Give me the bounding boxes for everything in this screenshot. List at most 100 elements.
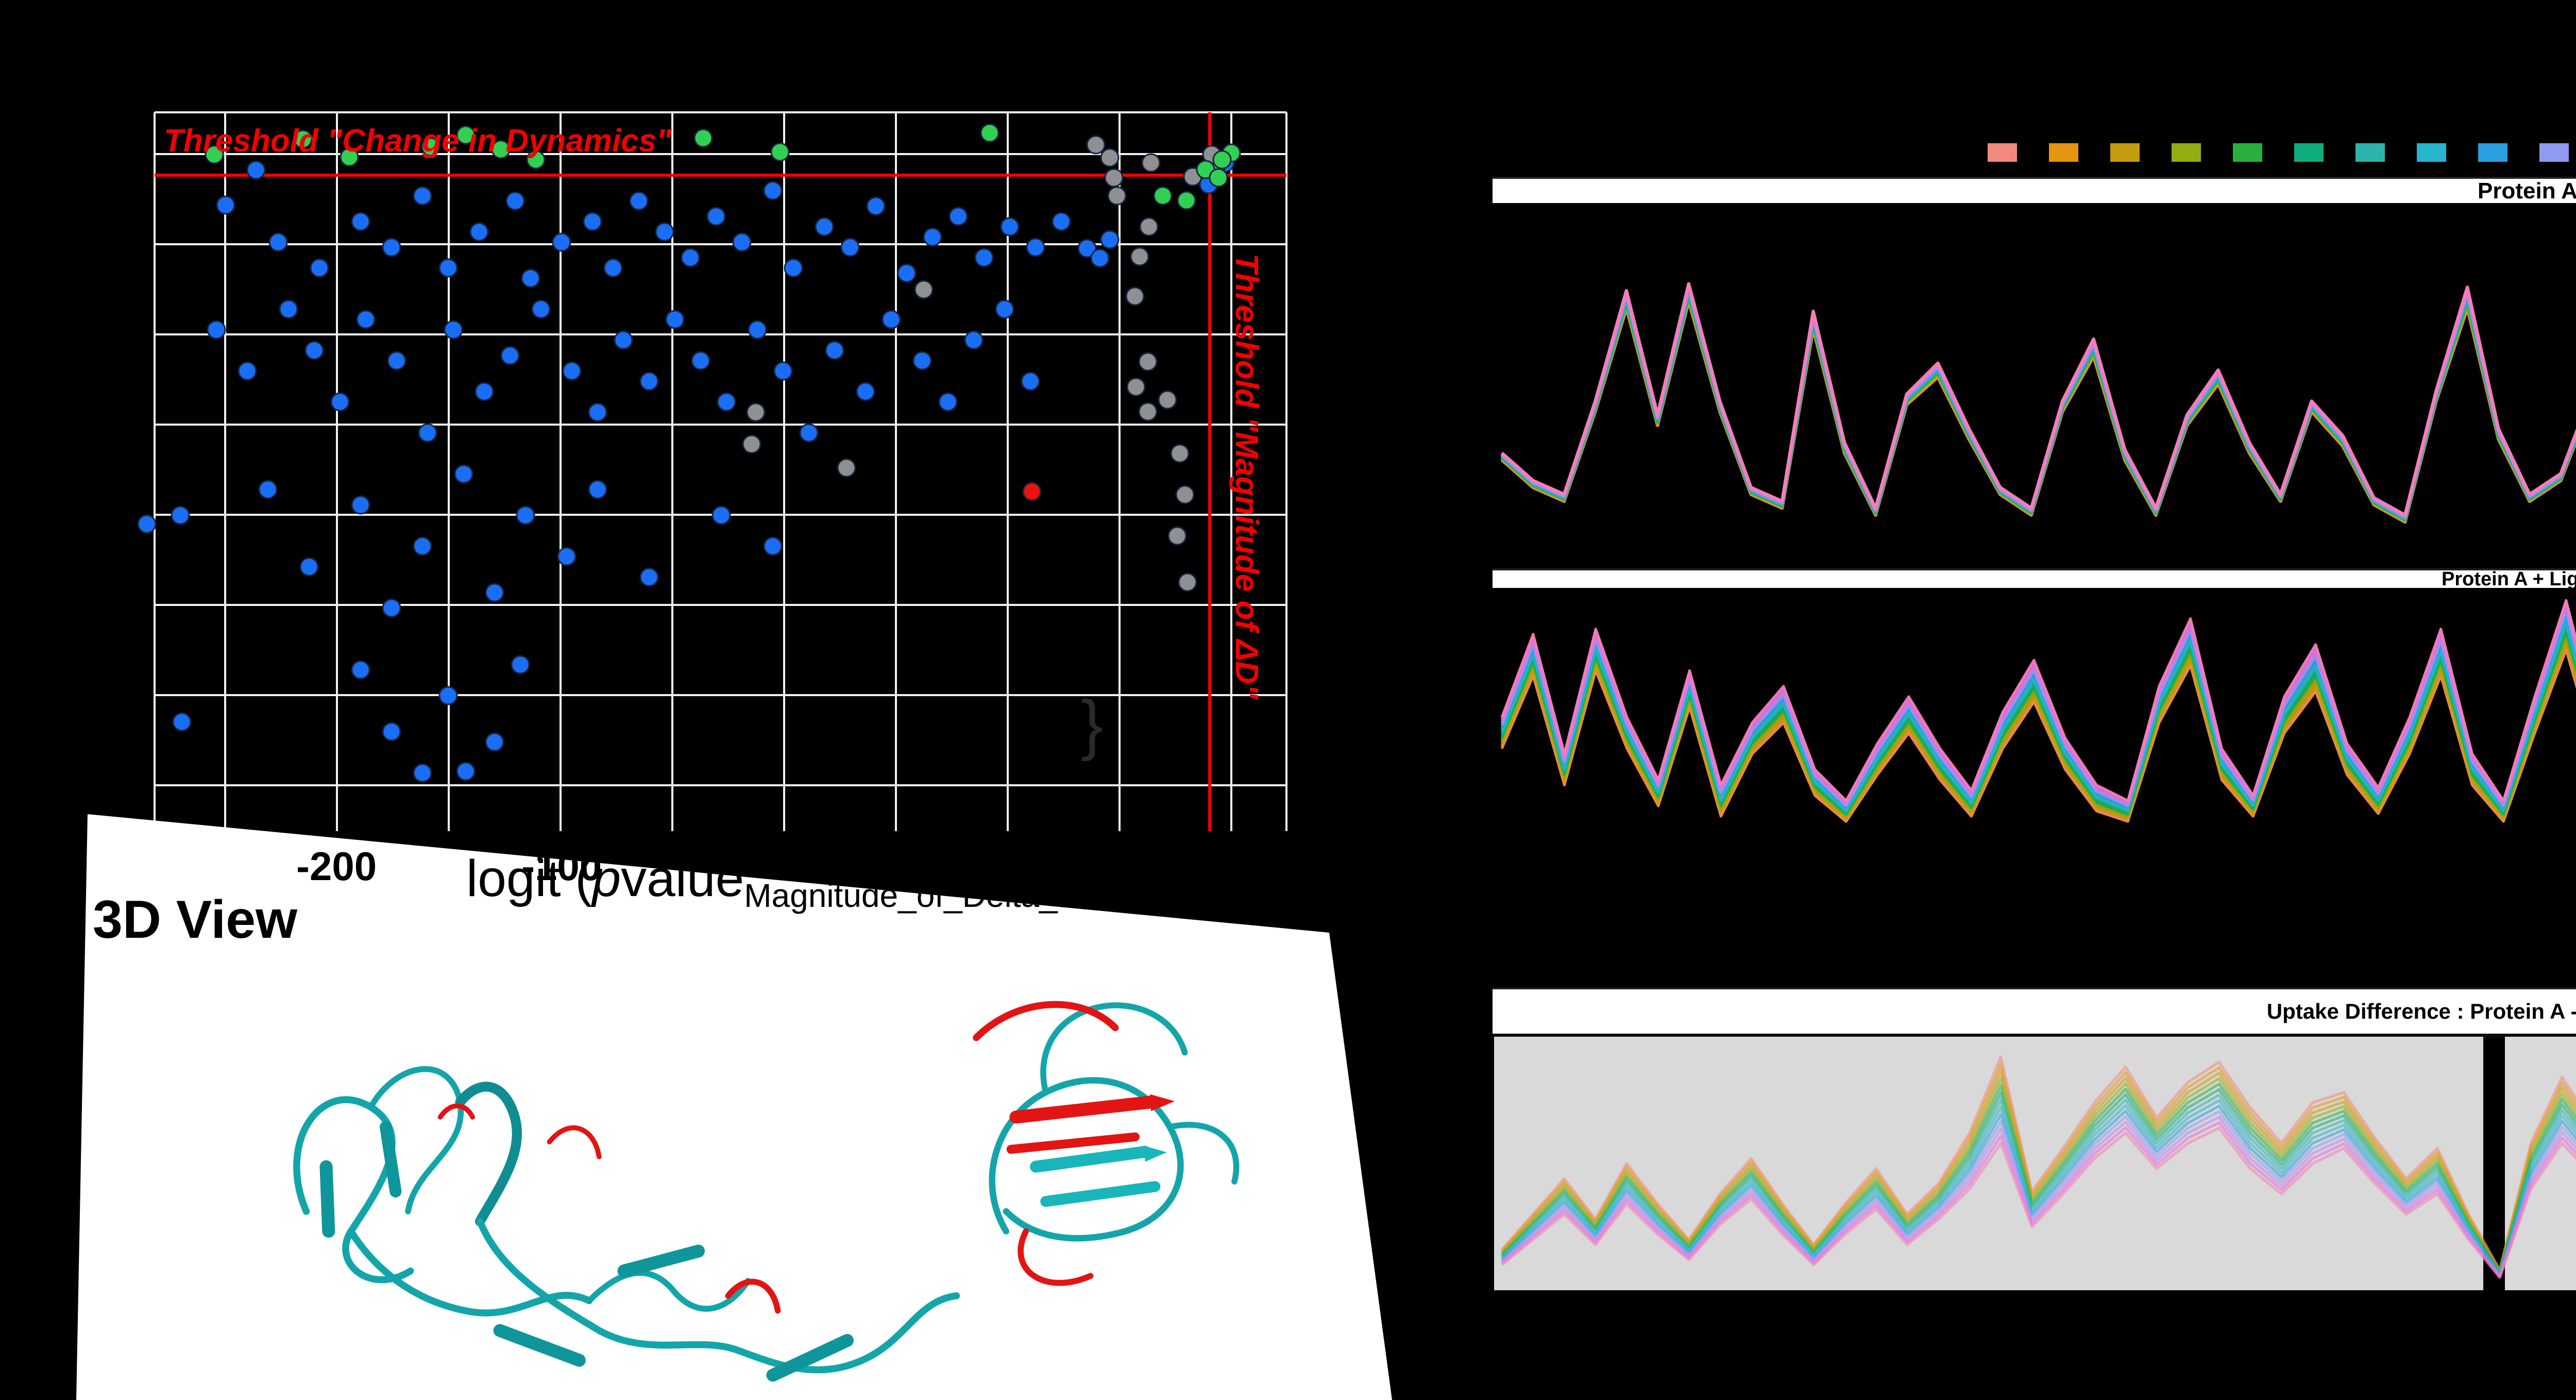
scatter-point-gray <box>1130 247 1149 266</box>
scatter-point-gray <box>1175 485 1195 504</box>
scatter-point-green <box>1209 168 1228 188</box>
scatter-point-blue <box>706 207 726 226</box>
chart-gray-background <box>1494 1037 2483 1290</box>
scatter-point-blue <box>279 299 298 319</box>
scatter-point-blue <box>456 762 476 781</box>
scatter-point-blue <box>1090 248 1110 268</box>
scatter-point-blue <box>1021 372 1040 391</box>
scatter-point-green <box>491 140 511 159</box>
scatter-point-blue <box>1100 230 1120 249</box>
protein-a-ligand-chart <box>1500 599 2576 823</box>
scatter-point-blue <box>912 351 932 370</box>
protein-ribbon-structure[interactable] <box>180 953 1365 1400</box>
scatter-point-gray <box>746 402 766 422</box>
scatter-point-blue <box>748 320 767 340</box>
scatter-point-blue <box>717 392 736 412</box>
scatter-point-blue <box>268 232 288 252</box>
scatter-point-blue <box>413 536 432 556</box>
scatter-point-blue <box>172 712 192 732</box>
threshold-dynamics-label: Threshold "Change in Dynamics" <box>164 123 672 159</box>
scatter-point-blue <box>948 207 968 226</box>
scatter-point-blue <box>351 212 370 231</box>
legend-swatch-8[interactable] <box>2417 143 2446 162</box>
scatter-point-blue <box>500 346 520 365</box>
scatter-point-gray <box>1104 168 1124 188</box>
legend-swatch-4[interactable] <box>2172 143 2201 162</box>
scatter-point-blue <box>603 258 623 278</box>
scatter-point-green <box>1153 186 1173 206</box>
threshold-magnitude-label: Threshold "Magnitude of ΔD" <box>1229 254 1264 700</box>
scatter-point-gray <box>1178 572 1197 592</box>
panel-title-protein-a-ligand: Protein A + Ligand <box>1493 568 2576 590</box>
legend-swatch-3[interactable] <box>2110 143 2140 162</box>
scatter-point-gray <box>1125 286 1145 306</box>
series-line-2 <box>1500 298 2576 524</box>
scatter-point-blue <box>521 268 540 288</box>
scatter-point-blue <box>246 160 266 180</box>
volcano-plot <box>137 111 1287 831</box>
legend-swatch-9[interactable] <box>2478 143 2507 162</box>
scatter-point-blue <box>629 191 649 211</box>
scatter-point-blue <box>583 212 602 231</box>
scatter-point-green <box>205 145 224 164</box>
scatter-point-gray <box>914 280 934 299</box>
scatter-point-gray <box>1107 186 1127 206</box>
scatter-point-blue <box>856 382 875 401</box>
scatter-point-blue <box>763 181 783 200</box>
scatter-point-blue <box>438 686 458 705</box>
panel-title-protein-a-ligand-text: Protein A + Ligand <box>2442 568 2576 590</box>
scatter-point-blue <box>1077 239 1097 258</box>
scatter-point-blue <box>995 299 1014 319</box>
scatter-point-blue <box>387 351 406 370</box>
scatter-point-gray <box>1141 153 1161 173</box>
scatter-point-blue <box>799 423 819 443</box>
panel-title-uptake-difference-text: Uptake Difference : Protein A - (Protein… <box>2266 999 2576 1023</box>
scatter-point-blue <box>665 310 685 329</box>
scatter-point-red <box>1022 482 1042 501</box>
teal-arrowhead <box>1144 1145 1167 1162</box>
scatter-point-blue <box>207 320 226 340</box>
scatter-point-blue <box>351 495 370 515</box>
scatter-point-blue <box>171 505 190 525</box>
legend-swatch-6[interactable] <box>2294 143 2324 162</box>
series-line-1 <box>1500 299 2576 524</box>
scatter-point-gray <box>837 458 856 478</box>
scatter-point-green <box>980 123 999 143</box>
legend-swatch-2[interactable] <box>2049 143 2078 162</box>
scatter-point-blue <box>938 392 958 412</box>
scatter-point-blue <box>1026 238 1045 257</box>
scatter-point-blue <box>588 480 607 499</box>
scatter-point-green <box>340 147 359 167</box>
scatter-point-green <box>421 137 440 157</box>
panel-title-protein-a: Protein A <box>1493 177 2576 204</box>
scatter-point-blue <box>763 536 783 556</box>
3d-view-title: 3D View <box>93 890 297 950</box>
scatter-point-blue <box>840 238 860 257</box>
legend-swatch-10[interactable] <box>2539 143 2569 162</box>
scatter-point-blue <box>866 196 886 216</box>
scatter-point-blue <box>639 372 659 391</box>
series-line-13 <box>1500 282 2576 517</box>
scatter-point-blue <box>711 505 731 525</box>
scatter-point-gray <box>1138 352 1158 372</box>
scatter-point-gray <box>1170 444 1190 463</box>
legend-swatch-5[interactable] <box>2233 143 2262 162</box>
scatter-point-blue <box>418 423 437 443</box>
scatter-point-blue <box>882 310 901 329</box>
scatter-point-blue <box>614 330 633 350</box>
scatter-point-blue <box>588 402 607 422</box>
series-line-13 <box>1501 1126 2576 1279</box>
scatter-point-blue <box>299 557 319 577</box>
scatter-point-blue <box>691 351 710 370</box>
scatter-point-blue <box>382 598 401 618</box>
series-line-13 <box>1500 599 2576 802</box>
scatter-point-blue <box>351 660 370 680</box>
scatter-point-blue <box>485 732 504 752</box>
uptake-difference-chart <box>1494 1037 2576 1290</box>
legend-swatch-1[interactable] <box>1988 143 2017 162</box>
scatter-point-blue <box>516 505 535 525</box>
scatter-point-gray <box>1126 377 1146 397</box>
legend-swatch-7[interactable] <box>2355 143 2385 162</box>
scatter-point-green <box>693 128 713 148</box>
scatter-point-blue <box>454 464 473 484</box>
